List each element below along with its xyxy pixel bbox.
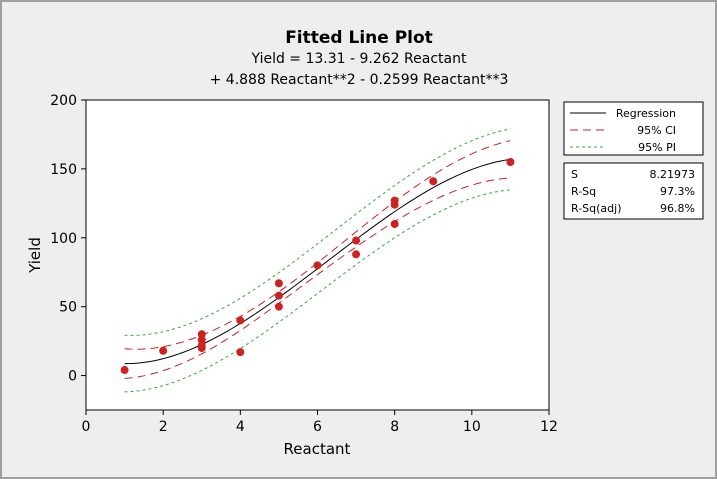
data-point [197,344,206,352]
data-point [429,177,438,186]
data-point [236,348,245,357]
legend-pi-label: 95% PI [638,141,676,154]
stat-rsq-adj-label: R-Sq(adj) [571,202,622,215]
legend-regression-label: Regression [616,107,676,120]
legend: Regression 95% CI 95% PI [563,101,704,156]
plot-area [86,100,549,410]
x-axis-ticks: 0 2 4 6 8 10 12 [82,410,558,435]
x-axis-label: Reactant [284,440,351,458]
stat-s-value: 8.21973 [650,168,696,181]
ci-upper-line [124,140,511,350]
pi-lower-line [124,189,511,393]
x-tick-label: 4 [236,419,245,435]
stat-s-label: S [571,168,578,181]
data-point [197,330,206,339]
data-point [159,346,168,355]
legend-box [563,101,704,156]
y-axis-label: Yield [26,237,44,274]
x-tick-label: 2 [159,419,168,435]
legend-ci-label: 95% CI [637,124,676,137]
y-tick-label: 100 [50,231,77,247]
data-point [120,366,129,375]
data-point [274,279,283,288]
y-tick-label: 50 [59,300,77,316]
y-tick-label: 150 [50,162,77,178]
x-tick-label: 6 [313,419,322,435]
data-point [390,200,399,209]
data-point [352,236,361,245]
y-tick-label: 200 [50,93,77,109]
y-axis-ticks: 0 50 100 150 200 [50,93,86,385]
stat-rsq-label: R-Sq [571,185,596,198]
stats-box: S 8.21973 R-Sq 97.3% R-Sq(adj) 96.8% [563,162,704,220]
ci-lower-line [124,177,511,379]
x-tick-label: 0 [82,419,91,435]
pi-upper-line [124,128,511,336]
chart-title: Fitted Line Plot [285,28,433,48]
x-tick-label: 8 [390,419,399,435]
data-point [197,335,206,344]
stat-rsq-value: 97.3% [660,185,695,198]
data-point [274,291,283,300]
data-point [352,250,361,259]
data-point [390,220,399,228]
x-tick-label: 12 [540,419,558,435]
chart-subtitle-line-2: + 4.888 Reactant**2 - 0.2599 Reactant**3 [210,72,509,88]
data-point [274,302,283,311]
chart-subtitle-line-1: Yield = 13.31 - 9.262 Reactant [251,51,467,67]
data-point [236,316,245,325]
stats-box-border [563,162,704,220]
data-point [506,158,515,166]
x-tick-label: 10 [463,419,481,435]
y-tick-label: 0 [68,369,77,385]
stat-rsq-adj-value: 96.8% [660,202,695,215]
data-points [120,158,515,375]
data-point [313,261,322,270]
